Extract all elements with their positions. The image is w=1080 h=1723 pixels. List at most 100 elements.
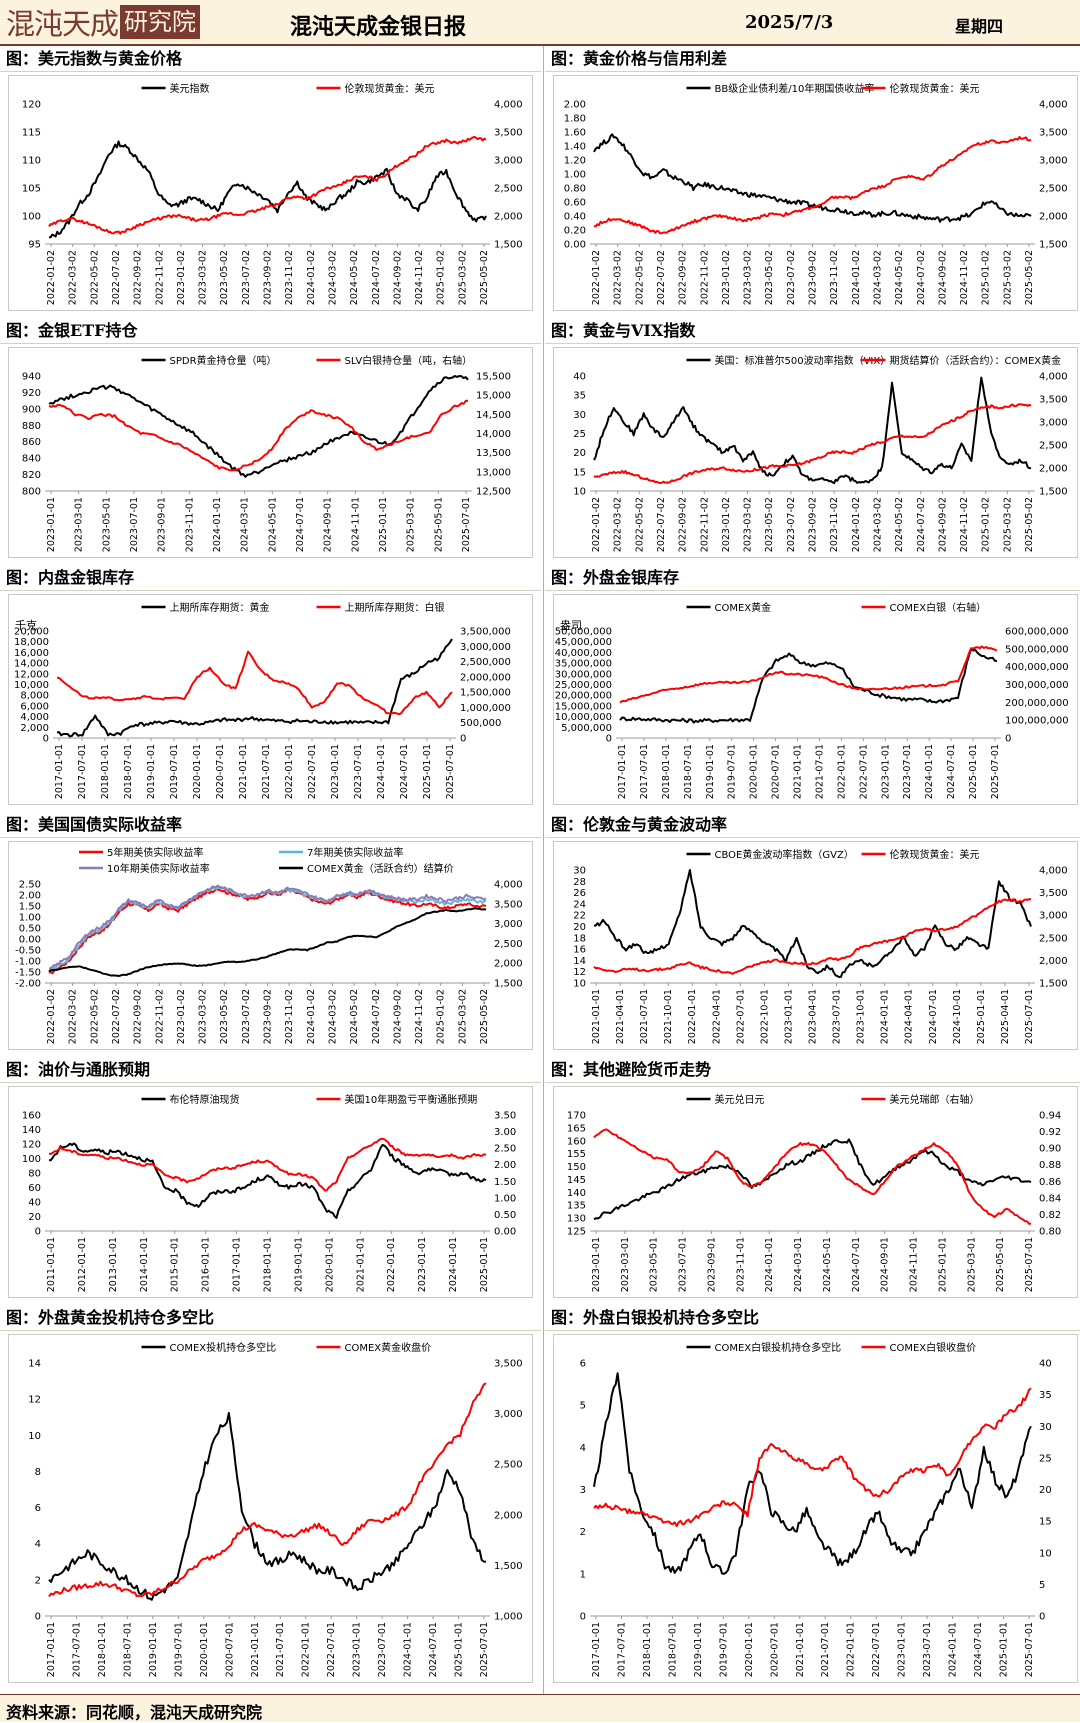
y-tick-label: 20 — [28, 1212, 41, 1223]
legend-label: 10年期美债实际收益率 — [107, 862, 210, 875]
report-date: 2025/7/3 — [745, 12, 834, 33]
series-line-primary — [619, 647, 998, 724]
chart-title: 图：外盘白银投机持仓多空比 — [545, 1305, 1080, 1331]
x-tick-label: 2023-01-02 — [176, 250, 187, 305]
y-tick-label: 80 — [28, 1169, 41, 1180]
y2-tick-label: 0.00 — [494, 1227, 516, 1238]
y2-tick-label: 500,000,000 — [1005, 644, 1069, 655]
x-tick-label: 2022-01-02 — [46, 250, 57, 305]
chart-panel: 美元指数 伦敦现货黄金：美元 120 115 110 105 100 95 4,000 3,500… — [8, 75, 533, 311]
y-tick-label: 130 — [567, 1214, 586, 1225]
legend-entry: 上期所库存期货：黄金 — [141, 601, 270, 614]
y2-tick-label: 3,500 — [494, 899, 523, 910]
x-tick-label: 2025-01-01 — [479, 1237, 490, 1292]
x-tick-label: 2012-01-01 — [77, 1237, 88, 1292]
x-tick-label: 2024-03-02 — [872, 250, 883, 305]
y-tick-label: 14 — [573, 956, 586, 967]
chart-panel: 5年期美债实际收益率 7年期美债实际收益率 10年期美债实际收益率 COMEX黄金（活… — [8, 841, 533, 1050]
legend-entry: 5年期美债实际收益率 — [79, 846, 203, 859]
x-tick-label: 2024-05-01 — [822, 1237, 833, 1292]
x-tick-label: 2023-03-02 — [198, 989, 209, 1044]
chart-svg: 美元指数 伦敦现货黄金：美元 120 115 110 105 100 95 4,000 3,500… — [22, 82, 523, 305]
x-tick-label: 2021-10-01 — [663, 989, 674, 1044]
x-tick-label: 2025-01-02 — [981, 250, 992, 305]
y-tick-label: 15 — [573, 467, 586, 478]
y-tick-label: 30,000,000 — [555, 669, 612, 680]
x-tick-label: 2024-05-02 — [894, 250, 905, 305]
x-tick-label: 2022-07-01 — [858, 744, 869, 799]
x-tick-label: 2025-01-01 — [968, 744, 979, 799]
series-line-secondary — [593, 898, 1032, 975]
y-tick-label: 160 — [22, 1111, 41, 1122]
y-tick-label: 8,000 — [20, 691, 49, 702]
y-tick-label: 20 — [573, 922, 586, 933]
x-tick-label: 2023-07-01 — [922, 1622, 933, 1677]
legend-entry: 美元兑瑞郎（右轴） — [861, 1093, 980, 1106]
x-tick-label: 2021-07-01 — [261, 744, 272, 799]
column-divider — [543, 46, 544, 1696]
x-tick-label: 2021-01-01 — [591, 989, 602, 1044]
legend-entry: 伦敦现货黄金：美元 — [316, 82, 435, 95]
x-tick-label: 2022-01-01 — [687, 989, 698, 1044]
x-tick-label: 2017-01-01 — [232, 1237, 243, 1292]
y2-tick-label: 1,500 — [1039, 240, 1068, 251]
x-tick-label: 2025-01-01 — [378, 497, 389, 552]
series-line-secondary — [48, 399, 469, 472]
x-tick-label: 2019-07-01 — [718, 1622, 729, 1677]
x-tick-label: 2020-07-01 — [224, 1622, 235, 1677]
x-tick-label: 2023-11-01 — [735, 1237, 746, 1292]
y2-tick-label: 5 — [1039, 1580, 1045, 1591]
legend-label: 上期所库存期货：白银 — [345, 601, 445, 614]
x-tick-label: 2024-11-02 — [959, 497, 970, 552]
y-tick-label: 800 — [22, 487, 41, 498]
x-tick-label: 2024-01-01 — [880, 989, 891, 1044]
y2-tick-label: 40 — [1039, 1359, 1052, 1370]
x-tick-label: 2025-01-01 — [976, 989, 987, 1044]
y2-tick-label: 15 — [1039, 1517, 1052, 1528]
x-tick-label: 2022-05-02 — [634, 497, 645, 552]
x-tick-label: 2025-05-02 — [479, 989, 490, 1044]
y-tick-label: 5 — [580, 1401, 586, 1412]
x-tick-label: 2023-03-01 — [620, 1237, 631, 1292]
report-footer: 资料来源：同花顺，混沌天成研究院 — [0, 1694, 1080, 1722]
y-tick-label: 10,000,000 — [555, 712, 612, 723]
y2-tick-label: 13,000 — [476, 467, 511, 478]
y2-tick-label: 100,000,000 — [1005, 716, 1069, 727]
y2-tick-label: 2,000 — [1039, 464, 1068, 475]
x-tick-label: 2024-01-01 — [764, 1237, 775, 1292]
y-tick-label: 820 — [22, 470, 41, 481]
x-tick-label: 2019-07-01 — [169, 744, 180, 799]
x-tick-label: 2021-01-01 — [250, 1622, 261, 1677]
x-tick-label: 2021-07-01 — [275, 1622, 286, 1677]
y2-tick-label: 2,500 — [494, 939, 523, 950]
series-line-primary — [593, 376, 1032, 485]
chart-svg: COMEX黄金 COMEX白银（右轴） 盎司50,000,00045,000,000… — [555, 601, 1069, 799]
x-tick-label: 2024-09-01 — [880, 1237, 891, 1292]
y2-tick-label: 2,000 — [494, 1510, 523, 1521]
series-line-primary — [48, 1412, 487, 1601]
x-tick-label: 2019-07-01 — [727, 744, 738, 799]
x-tick-label: 2021-07-01 — [639, 989, 650, 1044]
x-tick-label: 2025-07-01 — [461, 497, 472, 552]
x-tick-label: 2023-07-01 — [353, 744, 364, 799]
chart-title: 图：黄金与VIX指数 — [545, 318, 1080, 344]
x-tick-label: 2019-01-01 — [146, 744, 157, 799]
chart-title: 图：美元指数与黄金价格 — [0, 46, 541, 72]
x-tick-label: 2011-01-01 — [46, 1237, 57, 1292]
y-tick-label: 0.50 — [19, 924, 41, 935]
x-tick-label: 2024-09-01 — [323, 497, 334, 552]
legend-entry: SPDR黄金持仓量（吨） — [141, 354, 277, 367]
x-tick-label: 2025-01-02 — [436, 989, 447, 1044]
x-tick-label: 2025-04-01 — [1000, 989, 1011, 1044]
y2-tick-label: 3,500 — [1039, 128, 1068, 139]
x-tick-label: 2022-11-02 — [699, 250, 710, 305]
y2-tick-label: 12,500 — [476, 487, 511, 498]
legend-label: 布伦特原油现货 — [170, 1093, 240, 1106]
legend-entry: 美元指数 — [141, 82, 210, 95]
y-tick-label: 120 — [22, 100, 41, 111]
y2-tick-label: 2,500 — [1039, 933, 1068, 944]
x-tick-label: 2018-01-01 — [97, 1622, 108, 1677]
chart-panel: SPDR黄金持仓量（吨） SLV白银持仓量（吨，右轴） 940 920 900 880 86… — [8, 347, 533, 558]
y-tick-label: 22 — [573, 911, 586, 922]
y2-tick-label: 1.00 — [494, 1193, 516, 1204]
